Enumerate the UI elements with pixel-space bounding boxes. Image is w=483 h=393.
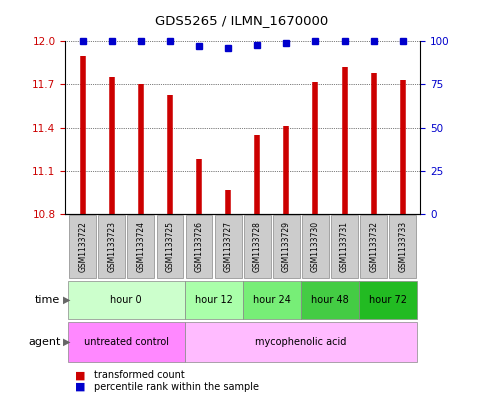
Text: ▶: ▶ — [63, 295, 71, 305]
FancyBboxPatch shape — [389, 215, 416, 278]
FancyBboxPatch shape — [273, 215, 300, 278]
FancyBboxPatch shape — [331, 215, 358, 278]
FancyBboxPatch shape — [301, 281, 359, 319]
FancyBboxPatch shape — [215, 215, 242, 278]
Text: GSM1133728: GSM1133728 — [253, 221, 262, 272]
FancyBboxPatch shape — [185, 215, 213, 278]
Text: GSM1133722: GSM1133722 — [78, 221, 87, 272]
Text: hour 24: hour 24 — [253, 295, 291, 305]
Text: GSM1133726: GSM1133726 — [195, 221, 203, 272]
Text: hour 12: hour 12 — [195, 295, 232, 305]
Text: transformed count: transformed count — [94, 370, 185, 380]
FancyBboxPatch shape — [99, 215, 125, 278]
FancyBboxPatch shape — [69, 215, 96, 278]
FancyBboxPatch shape — [243, 281, 301, 319]
Text: time: time — [35, 295, 60, 305]
Text: GSM1133729: GSM1133729 — [282, 221, 291, 272]
Text: mycophenolic acid: mycophenolic acid — [255, 337, 347, 347]
Text: GSM1133732: GSM1133732 — [369, 221, 378, 272]
Text: GSM1133733: GSM1133733 — [398, 221, 407, 272]
Text: hour 48: hour 48 — [311, 295, 349, 305]
FancyBboxPatch shape — [185, 322, 417, 362]
FancyBboxPatch shape — [359, 281, 417, 319]
Text: agent: agent — [28, 337, 60, 347]
Text: percentile rank within the sample: percentile rank within the sample — [94, 382, 259, 392]
Text: GSM1133723: GSM1133723 — [107, 221, 116, 272]
Text: GSM1133731: GSM1133731 — [340, 221, 349, 272]
FancyBboxPatch shape — [185, 281, 243, 319]
FancyBboxPatch shape — [244, 215, 270, 278]
FancyBboxPatch shape — [302, 215, 329, 278]
FancyBboxPatch shape — [68, 322, 185, 362]
FancyBboxPatch shape — [360, 215, 387, 278]
Text: ▶: ▶ — [63, 337, 71, 347]
FancyBboxPatch shape — [128, 215, 154, 278]
FancyBboxPatch shape — [68, 281, 185, 319]
Text: ■: ■ — [75, 382, 85, 392]
Text: untreated control: untreated control — [84, 337, 169, 347]
Text: GSM1133724: GSM1133724 — [136, 221, 145, 272]
Text: ■: ■ — [75, 370, 85, 380]
Text: GSM1133727: GSM1133727 — [224, 221, 233, 272]
Text: hour 0: hour 0 — [111, 295, 142, 305]
Text: GSM1133725: GSM1133725 — [166, 221, 174, 272]
Text: GDS5265 / ILMN_1670000: GDS5265 / ILMN_1670000 — [155, 14, 328, 27]
Text: GSM1133730: GSM1133730 — [311, 221, 320, 272]
FancyBboxPatch shape — [156, 215, 184, 278]
Text: hour 72: hour 72 — [369, 295, 407, 305]
